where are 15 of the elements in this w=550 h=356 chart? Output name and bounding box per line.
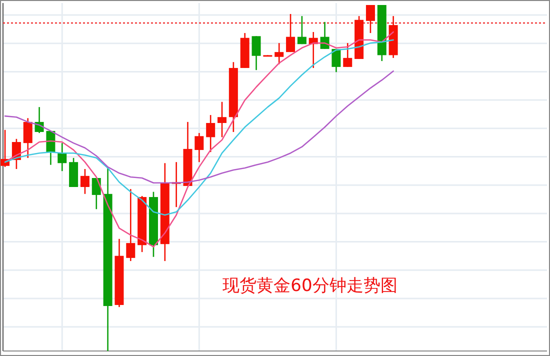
candlestick [218,101,227,138]
text: 现货黄金60分钟走势图 [222,276,398,296]
candlestick [343,42,352,68]
candlestick [58,142,67,172]
candlestick [366,4,375,34]
candlestick [274,42,284,65]
candlestick [80,168,90,195]
candlestick [252,35,261,71]
candlestick [92,177,101,210]
candlestick [297,15,306,45]
candlestick [206,114,216,153]
candlestick [126,188,136,262]
candlestick [23,117,32,159]
candlestick [194,132,204,163]
candlestick [286,13,296,53]
